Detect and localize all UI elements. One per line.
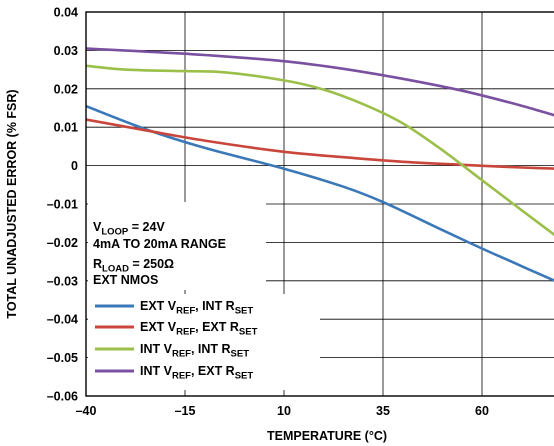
x-tick-label: –15 — [175, 404, 196, 418]
y-axis-title: TOTAL UNADJUSTED ERROR (% FSR) — [5, 89, 19, 318]
y-tick-label: 0 — [71, 159, 78, 173]
y-tick-label: 0.01 — [54, 121, 78, 135]
series-lines — [86, 47, 554, 282]
y-tick-label: –0.03 — [47, 274, 78, 288]
series-line-1 — [86, 104, 554, 282]
x-tick-label: 60 — [475, 404, 489, 418]
y-tick-label: –0.05 — [47, 351, 78, 365]
legend-entry: EXT VREF, INT RSET — [95, 299, 253, 317]
legend-label: EXT VREF, INT RSET — [140, 299, 253, 317]
series-line-3 — [86, 64, 554, 237]
y-tick-label: –0.06 — [47, 390, 78, 404]
condition-line: VLOOP = 24V — [93, 220, 165, 238]
legend-label: EXT VREF, EXT RSET — [140, 320, 258, 338]
plot-frame — [85, 11, 554, 397]
series-line-2 — [86, 118, 554, 170]
legend-entry: INT VREF, INT RSET — [95, 342, 249, 360]
legend-label: INT VREF, INT RSET — [140, 342, 249, 360]
x-tick-label: 10 — [277, 404, 291, 418]
y-tick-label: –0.04 — [47, 313, 78, 327]
legend-label: INT VREF, EXT RSET — [140, 364, 253, 382]
y-tick-labels: 0.04 0.03 0.02 0.01 0 –0.01 –0.02 –0.03 –0.04 –0.… — [47, 6, 78, 404]
y-tick-label: 0.03 — [54, 44, 78, 58]
x-tick-label: –40 — [76, 404, 97, 418]
legend-background — [88, 294, 320, 390]
y-tick-label: 0.04 — [54, 6, 78, 20]
y-tick-label: 0.02 — [54, 82, 78, 96]
condition-line: EXT NMOS — [93, 273, 158, 287]
legend-entry: INT VREF, EXT RSET — [95, 364, 253, 382]
legend-entry: EXT VREF, EXT RSET — [95, 320, 258, 338]
conditions-background — [88, 202, 266, 290]
legend: EXT VREF, INT RSET EXT VREF, EXT RSET INT … — [88, 294, 320, 390]
x-tick-labels: –40–1510356085 — [76, 404, 489, 418]
x-axis-title: TEMPERATURE (°C) — [267, 429, 387, 443]
y-tick-label: –0.02 — [47, 236, 78, 250]
condition-line: 4mA TO 20mA RANGE — [93, 237, 226, 251]
x-tick-label: 35 — [376, 404, 390, 418]
series-line-4 — [86, 47, 554, 117]
condition-line: RLOAD = 250Ω — [93, 257, 174, 275]
y-tick-label: –0.01 — [47, 198, 78, 212]
